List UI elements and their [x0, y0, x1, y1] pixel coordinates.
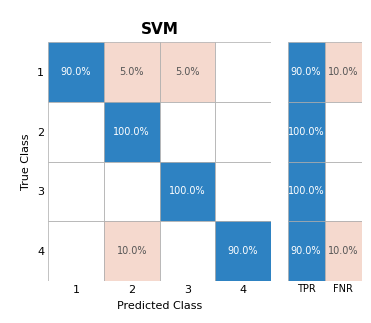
Bar — [48, 162, 104, 221]
Text: 5.0%: 5.0% — [119, 67, 144, 77]
Y-axis label: True Class: True Class — [22, 133, 32, 190]
X-axis label: Predicted Class: Predicted Class — [117, 301, 202, 311]
Bar — [325, 162, 362, 221]
Text: 90.0%: 90.0% — [61, 67, 91, 77]
Bar — [48, 102, 104, 162]
Bar — [215, 162, 271, 221]
Text: 10.0%: 10.0% — [328, 67, 358, 77]
Text: 100.0%: 100.0% — [288, 186, 324, 196]
Bar — [215, 42, 271, 102]
Title: SVM: SVM — [141, 22, 178, 36]
Bar — [160, 42, 215, 102]
Bar — [160, 221, 215, 281]
Text: 10.0%: 10.0% — [116, 246, 147, 256]
Bar — [325, 42, 362, 102]
Bar — [104, 221, 160, 281]
Bar — [288, 162, 325, 221]
Bar — [325, 221, 362, 281]
Bar — [160, 162, 215, 221]
Bar — [104, 162, 160, 221]
Bar — [48, 42, 104, 102]
Text: 90.0%: 90.0% — [291, 67, 321, 77]
Text: 90.0%: 90.0% — [291, 246, 321, 256]
Text: 100.0%: 100.0% — [114, 127, 150, 137]
Bar — [288, 221, 325, 281]
Bar — [215, 102, 271, 162]
Text: 10.0%: 10.0% — [328, 246, 358, 256]
Bar — [104, 42, 160, 102]
Text: 100.0%: 100.0% — [169, 186, 206, 196]
Text: 100.0%: 100.0% — [288, 127, 324, 137]
Bar — [104, 102, 160, 162]
Bar — [288, 102, 325, 162]
Text: 90.0%: 90.0% — [228, 246, 258, 256]
Text: 5.0%: 5.0% — [175, 67, 200, 77]
Bar — [160, 102, 215, 162]
Bar — [48, 221, 104, 281]
Bar — [288, 42, 325, 102]
Bar — [215, 221, 271, 281]
Bar — [325, 102, 362, 162]
